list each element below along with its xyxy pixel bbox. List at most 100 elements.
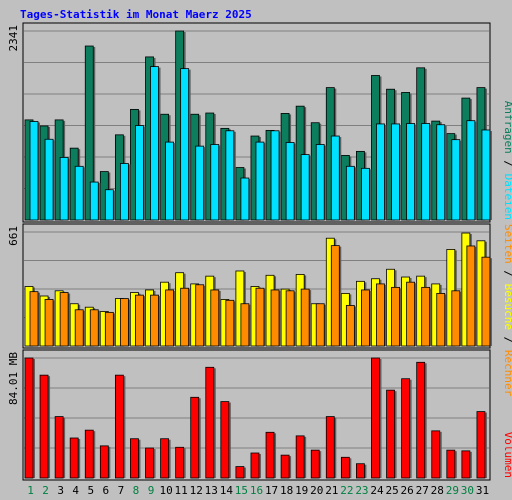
bar-dateien-day-9 <box>150 66 159 221</box>
panel-2: 661 <box>7 223 492 349</box>
bar-volumen-day-16 <box>250 452 260 479</box>
bar-seiten-day-14 <box>225 299 235 347</box>
bar-seiten-day-17 <box>270 289 280 347</box>
x-label-day-25: 25 <box>385 484 398 497</box>
bar-volumen-day-2 <box>39 374 49 479</box>
x-label-day-27: 27 <box>416 484 429 497</box>
bar-seiten-day-3 <box>59 292 69 347</box>
bar-volumen-day-6 <box>99 445 109 479</box>
bar-seiten-day-20 <box>315 303 325 347</box>
x-label-day-2: 2 <box>42 484 49 497</box>
bar-seiten-day-21 <box>330 245 340 347</box>
bar-volumen-day-11 <box>175 446 185 479</box>
bar-seiten-day-7 <box>119 298 129 347</box>
bar-dateien-day-13 <box>210 144 220 221</box>
bar-seiten-day-1 <box>29 291 39 347</box>
bar-volumen-day-28 <box>431 430 441 479</box>
bar-dateien-day-5 <box>89 181 99 221</box>
bar-dateien-day-4 <box>74 165 84 221</box>
bar-volumen-day-13 <box>205 366 215 479</box>
bar-seiten-day-23 <box>361 289 370 347</box>
bar-volumen-day-29 <box>446 449 456 479</box>
bar-volumen-day-30 <box>461 450 471 479</box>
x-label-day-30: 30 <box>461 484 474 497</box>
y-max-label: 84.01 MB <box>7 352 20 405</box>
panel-3: 84.01 MB <box>7 349 491 481</box>
bar-seiten-day-31 <box>481 256 491 347</box>
x-label-day-31: 31 <box>476 484 489 497</box>
legend-rechner: Rechner <box>502 350 512 397</box>
bar-seiten-day-18 <box>285 290 295 347</box>
x-label-day-19: 19 <box>295 484 308 497</box>
right-legend-panel-3: Volumen <box>502 432 512 478</box>
bar-seiten-day-28 <box>436 292 446 347</box>
bar-seiten-day-9 <box>150 294 159 347</box>
x-label-day-21: 21 <box>325 484 338 497</box>
panel-1: 2341 <box>7 22 492 223</box>
x-label-day-29: 29 <box>446 484 459 497</box>
bar-dateien-day-18 <box>285 142 295 221</box>
bar-volumen-day-20 <box>310 449 320 479</box>
bar-volumen-day-14 <box>220 401 230 479</box>
bar-dateien-day-23 <box>361 167 370 221</box>
legend-anfragen: Anfragen <box>502 101 512 154</box>
bar-volumen-day-17 <box>265 431 275 479</box>
bar-volumen-day-5 <box>84 429 94 479</box>
legend-volumen: Volumen <box>502 432 512 478</box>
bar-volumen-day-12 <box>190 396 200 479</box>
bar-dateien-day-22 <box>345 165 355 221</box>
bar-volumen-day-26 <box>401 378 411 479</box>
x-label-day-11: 11 <box>175 484 188 497</box>
bar-seiten-day-25 <box>391 286 400 347</box>
bar-volumen-day-9 <box>145 447 154 479</box>
bar-dateien-day-11 <box>180 68 190 221</box>
bar-dateien-day-29 <box>451 139 461 221</box>
x-label-day-12: 12 <box>190 484 203 497</box>
series-volumen <box>24 357 487 479</box>
bar-volumen-day-4 <box>69 437 79 479</box>
y-max-label: 661 <box>7 226 20 246</box>
bar-seiten-day-12 <box>195 284 205 347</box>
bar-volumen-day-19 <box>295 435 305 479</box>
bar-dateien-day-3 <box>59 157 69 221</box>
bar-anfragen-day-5 <box>84 45 94 221</box>
x-label-day-1: 1 <box>27 484 34 497</box>
series-dateien <box>29 66 492 221</box>
bar-volumen-day-22 <box>340 456 350 479</box>
bar-dateien-day-20 <box>315 144 325 221</box>
bar-volumen-day-15 <box>235 466 245 479</box>
x-label-day-6: 6 <box>103 484 110 497</box>
x-label-day-13: 13 <box>205 484 218 497</box>
bar-volumen-day-10 <box>160 438 169 479</box>
x-label-day-8: 8 <box>133 484 140 497</box>
x-label-day-14: 14 <box>220 484 234 497</box>
bar-volumen-day-27 <box>416 361 426 479</box>
bar-dateien-day-7 <box>119 163 129 221</box>
bar-dateien-day-24 <box>376 123 385 221</box>
bar-volumen-day-1 <box>24 357 34 479</box>
bar-dateien-day-15 <box>240 177 250 221</box>
bar-dateien-day-12 <box>195 145 205 221</box>
x-label-day-7: 7 <box>118 484 125 497</box>
chart-panels: 2341 661 84.01 MB <box>7 22 492 481</box>
bar-dateien-day-17 <box>270 130 280 221</box>
bar-seiten-day-24 <box>376 283 385 347</box>
bar-volumen-day-25 <box>386 389 395 479</box>
x-label-day-4: 4 <box>72 484 79 497</box>
x-label-day-17: 17 <box>265 484 278 497</box>
bar-dateien-day-27 <box>421 123 431 221</box>
right-legend: Anfragen / Dateien Seiten / Besuche / Rec… <box>502 101 512 478</box>
bar-seiten-day-10 <box>165 289 174 347</box>
bar-dateien-day-8 <box>135 125 144 221</box>
bar-volumen-day-31 <box>476 411 486 479</box>
bar-seiten-day-26 <box>406 281 416 347</box>
bar-dateien-day-2 <box>44 138 54 221</box>
bar-dateien-day-16 <box>255 141 265 221</box>
legend-besuche: Besuche <box>502 284 512 330</box>
bar-dateien-day-14 <box>225 130 235 221</box>
x-label-day-10: 10 <box>159 484 172 497</box>
bar-dateien-day-25 <box>391 123 400 221</box>
bar-seiten-day-27 <box>421 286 431 347</box>
